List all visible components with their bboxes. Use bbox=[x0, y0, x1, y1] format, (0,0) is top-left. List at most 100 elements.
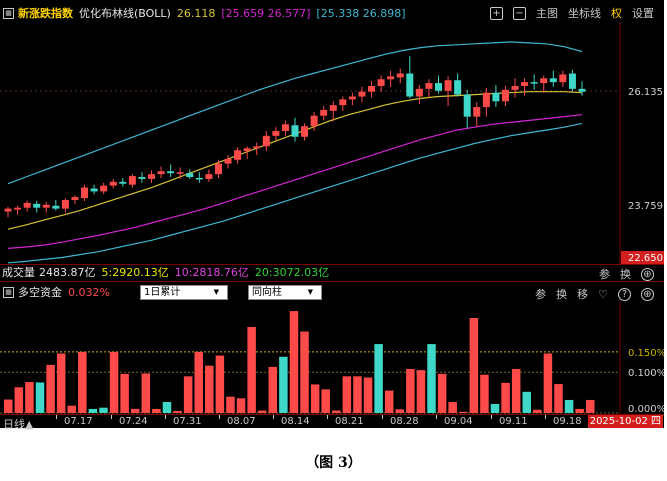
candle-body bbox=[253, 146, 261, 149]
zoom-in-icon[interactable]: + bbox=[490, 6, 503, 20]
flow-bar bbox=[437, 373, 447, 413]
date-tick-label: 08.28 bbox=[390, 416, 419, 427]
date-tick-mark bbox=[273, 415, 274, 419]
volume-param-button[interactable]: 参 bbox=[599, 268, 610, 281]
flow-bar bbox=[448, 401, 457, 413]
candle-body bbox=[186, 173, 194, 178]
indicator-name[interactable]: 优化布林线(BOLL) bbox=[79, 7, 171, 20]
candle-body bbox=[492, 92, 500, 102]
weight-button[interactable]: 权 bbox=[611, 7, 622, 20]
flow-bar bbox=[247, 326, 256, 413]
candle-body bbox=[549, 78, 557, 83]
current-date: 2025-10-02 四 bbox=[587, 415, 663, 428]
candle-body bbox=[310, 115, 318, 127]
date-tick-mark bbox=[165, 415, 166, 419]
candle bbox=[243, 146, 251, 159]
flow-bar bbox=[205, 365, 214, 413]
candle bbox=[186, 169, 194, 179]
flow-switch-button[interactable]: 换 bbox=[556, 288, 568, 301]
volume-ma5: 5:2920.13亿 bbox=[101, 266, 169, 279]
candle bbox=[396, 68, 404, 84]
candle bbox=[148, 170, 155, 183]
flow-bar bbox=[310, 384, 320, 413]
chevron-down-icon: ▼ bbox=[213, 287, 219, 296]
flow-bar bbox=[130, 408, 140, 413]
candle bbox=[530, 74, 538, 90]
fund-flow-chart[interactable]: 0.150% 0.100% 0.000% bbox=[0, 301, 664, 414]
coordinate-line-button[interactable]: 坐标线 bbox=[568, 7, 601, 20]
flow-bar bbox=[183, 376, 193, 413]
candle bbox=[138, 172, 146, 183]
flow-bar bbox=[289, 311, 299, 413]
flow-bar bbox=[215, 355, 225, 413]
flow-bar bbox=[564, 399, 574, 413]
main-label[interactable]: 新涨跌指数 bbox=[18, 7, 73, 20]
candle-body bbox=[320, 109, 328, 116]
settings-button[interactable]: 设置 bbox=[632, 7, 654, 20]
candle-body bbox=[511, 85, 519, 90]
candle bbox=[291, 117, 299, 142]
boll-lower-line bbox=[7, 114, 583, 249]
zoom-out-icon[interactable]: − bbox=[513, 6, 526, 20]
flow-bar bbox=[99, 407, 108, 413]
candle bbox=[358, 86, 366, 103]
date-tick-label: 08.07 bbox=[227, 416, 256, 427]
candle bbox=[406, 56, 414, 99]
price-axis-label: 26.135 bbox=[628, 87, 663, 98]
date-tick-mark bbox=[545, 415, 546, 419]
candle bbox=[128, 174, 136, 188]
help-icon[interactable]: ? bbox=[618, 287, 631, 301]
candle bbox=[42, 201, 50, 213]
date-tick-mark bbox=[436, 415, 437, 419]
date-tick-label: 07.24 bbox=[119, 416, 148, 427]
boll-mid-value: 26.118 bbox=[176, 6, 216, 20]
candle-body bbox=[243, 148, 251, 152]
candle bbox=[415, 85, 423, 105]
candle bbox=[109, 178, 117, 189]
volume-controls: 参 换 ⊕ bbox=[599, 266, 660, 282]
candle-body bbox=[281, 124, 289, 132]
candle bbox=[339, 96, 347, 111]
candle-body bbox=[167, 171, 175, 174]
menu-grid-icon[interactable]: ▦ bbox=[3, 7, 14, 19]
candle bbox=[301, 123, 309, 141]
volume-zoom-icon[interactable]: ⊕ bbox=[641, 267, 654, 281]
flow-title[interactable]: 多空资金 bbox=[18, 286, 62, 299]
period-label[interactable]: 日线▲ bbox=[3, 418, 34, 431]
flow-header: ▦ 多空资金 0.032% 1日累计 ▼ 同向柱 ▼ 参 换 移 ♡ ? ⊕ bbox=[0, 283, 664, 301]
flow-bar bbox=[35, 382, 45, 413]
flow-bar bbox=[469, 318, 479, 413]
date-tick-label: 09.04 bbox=[444, 416, 473, 427]
date-tick-mark bbox=[327, 415, 328, 419]
flow-bar bbox=[353, 376, 362, 413]
chevron-down-icon: ▼ bbox=[307, 287, 313, 296]
flow-bar bbox=[321, 389, 330, 413]
date-tick-mark bbox=[111, 415, 112, 419]
flow-bar bbox=[88, 408, 98, 413]
flow-param-button[interactable]: 参 bbox=[535, 288, 547, 301]
flow-bar bbox=[490, 404, 500, 413]
candlestick-chart[interactable]: 26.135 23.759 22.650 bbox=[0, 22, 664, 264]
candle-body bbox=[530, 82, 538, 84]
candle bbox=[157, 166, 165, 178]
volume-switch-button[interactable]: 换 bbox=[620, 268, 631, 281]
flow-bar bbox=[46, 364, 55, 413]
flow-bar bbox=[374, 344, 383, 413]
flow-bar bbox=[554, 384, 563, 413]
candle bbox=[4, 206, 12, 218]
candle bbox=[463, 89, 471, 129]
candle-body bbox=[368, 85, 376, 92]
flow-grid-icon[interactable]: ▦ bbox=[3, 286, 14, 298]
heart-icon[interactable]: ♡ bbox=[598, 287, 608, 301]
flow-zoom-icon[interactable]: ⊕ bbox=[641, 287, 654, 301]
candle-body bbox=[148, 174, 155, 179]
current-price-label: 22.650 bbox=[628, 253, 663, 264]
flow-bar bbox=[141, 373, 151, 413]
volume-label[interactable]: 成交量 bbox=[2, 266, 35, 279]
bar-mode-select[interactable]: 同向柱 ▼ bbox=[247, 284, 322, 300]
main-chart-button[interactable]: 主图 bbox=[536, 7, 558, 20]
accumulation-select[interactable]: 1日累计 ▼ bbox=[139, 284, 228, 300]
flow-move-button[interactable]: 移 bbox=[577, 288, 589, 301]
candle-body bbox=[521, 82, 529, 86]
candle bbox=[272, 127, 280, 141]
